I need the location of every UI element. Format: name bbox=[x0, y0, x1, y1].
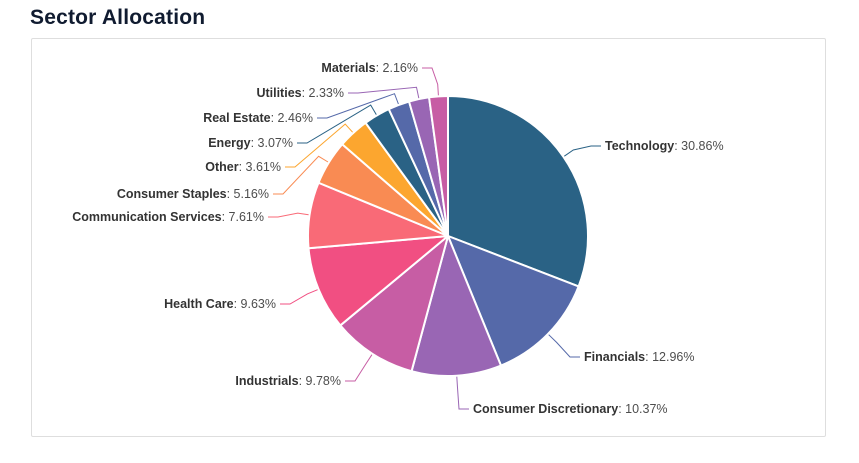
slice-label: Utilities: 2.33% bbox=[256, 86, 344, 100]
pie-slice-health-care[interactable] bbox=[307, 235, 449, 327]
pie-slice-consumer-discretionary[interactable] bbox=[410, 235, 503, 378]
slice-label: Consumer Staples: 5.16% bbox=[117, 187, 269, 201]
slice-label: Materials: 2.16% bbox=[321, 61, 418, 75]
leader-line bbox=[456, 376, 469, 410]
slice-label: Technology: 30.86% bbox=[605, 139, 724, 153]
leader-line bbox=[548, 334, 580, 358]
leader-line bbox=[297, 104, 377, 144]
slice-label: Other: 3.61% bbox=[205, 160, 281, 174]
leader-line bbox=[348, 86, 420, 99]
slice-label: Financials: 12.96% bbox=[584, 350, 694, 364]
slice-labels-group: Technology: 30.86% Financials: 12.96% Cons… bbox=[72, 61, 723, 416]
pie-slice-technology[interactable] bbox=[447, 95, 589, 288]
chart-card: Technology: 30.86% Financials: 12.96% Cons… bbox=[31, 38, 826, 437]
leader-line bbox=[317, 93, 399, 119]
pie-slice-materials[interactable] bbox=[428, 95, 449, 237]
page-title: Sector Allocation bbox=[30, 6, 206, 29]
slice-label: Energy: 3.07% bbox=[208, 136, 293, 150]
sector-allocation-pie-chart: Technology: 30.86% Financials: 12.96% Cons… bbox=[72, 61, 723, 416]
slice-label: Real Estate: 2.46% bbox=[203, 111, 313, 125]
slice-label: Industrials: 9.78% bbox=[235, 374, 341, 388]
pie-slice-industrials[interactable] bbox=[339, 235, 449, 373]
leader-line bbox=[285, 123, 353, 168]
leader-line bbox=[268, 212, 309, 218]
leader-line bbox=[280, 289, 318, 305]
pie-slices-group bbox=[307, 95, 589, 378]
leader-line bbox=[273, 155, 329, 195]
slice-label: Communication Services: 7.61% bbox=[72, 210, 264, 224]
slice-label: Health Care: 9.63% bbox=[164, 297, 276, 311]
leader-line bbox=[564, 145, 601, 157]
pie-slice-financials[interactable] bbox=[447, 235, 580, 367]
leader-line bbox=[345, 354, 373, 382]
leader-line bbox=[422, 67, 439, 96]
slice-label: Consumer Discretionary: 10.37% bbox=[473, 402, 668, 416]
leader-lines-group bbox=[268, 67, 601, 410]
